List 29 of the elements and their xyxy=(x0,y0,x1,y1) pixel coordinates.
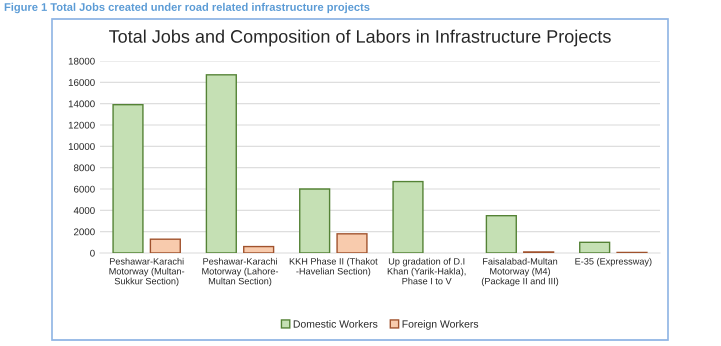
bar xyxy=(392,180,424,253)
y-tick-label: 8000 xyxy=(74,164,95,172)
legend-label: Domestic Workers xyxy=(294,320,378,328)
bar xyxy=(206,74,237,253)
x-tick-label: Peshawar-Karachi Motorway (Lahore- Multan Section) xyxy=(202,258,278,286)
y-tick-label: 10000 xyxy=(68,143,95,150)
bar xyxy=(486,214,517,253)
y-tick-label: 4000 xyxy=(74,207,95,214)
y-tick-label: 6000 xyxy=(74,186,95,193)
x-tick-label: E-35 (Expressway) xyxy=(575,258,652,266)
x-tick-label: KKH Phase II (Thakot -Havelian Section) xyxy=(290,258,378,276)
y-tick-label: 0 xyxy=(90,250,95,257)
y-tick-label: 16000 xyxy=(68,79,95,86)
y-tick-label: 18000 xyxy=(68,58,95,65)
x-tick-label: Faisalabad-Multan Motorway (M4) (Package II and III) xyxy=(482,258,558,286)
bar xyxy=(112,104,144,253)
x-tick-label: Up gradation of D.I Khan (Yarik-Hakla), Phase I to V xyxy=(388,258,466,284)
caption: Figure 1 Total Jobs created under road related infrastructure projects xyxy=(4,2,370,14)
y-tick-label: 14000 xyxy=(68,100,95,108)
bar xyxy=(579,242,610,253)
bar xyxy=(243,246,274,253)
legend-label: Foreign Workers xyxy=(402,320,478,330)
x-tick-label: Peshawar-Karachi Motorway (Multan- Sukkur Section) xyxy=(109,258,184,286)
bar xyxy=(299,188,330,253)
bar xyxy=(150,238,181,253)
bar xyxy=(336,233,368,253)
y-tick-label: 12000 xyxy=(68,122,95,129)
y-tick-label: 2000 xyxy=(74,228,95,236)
chart-title: Total Jobs and Composition of Labors in Infrastructure Projects xyxy=(109,30,611,46)
